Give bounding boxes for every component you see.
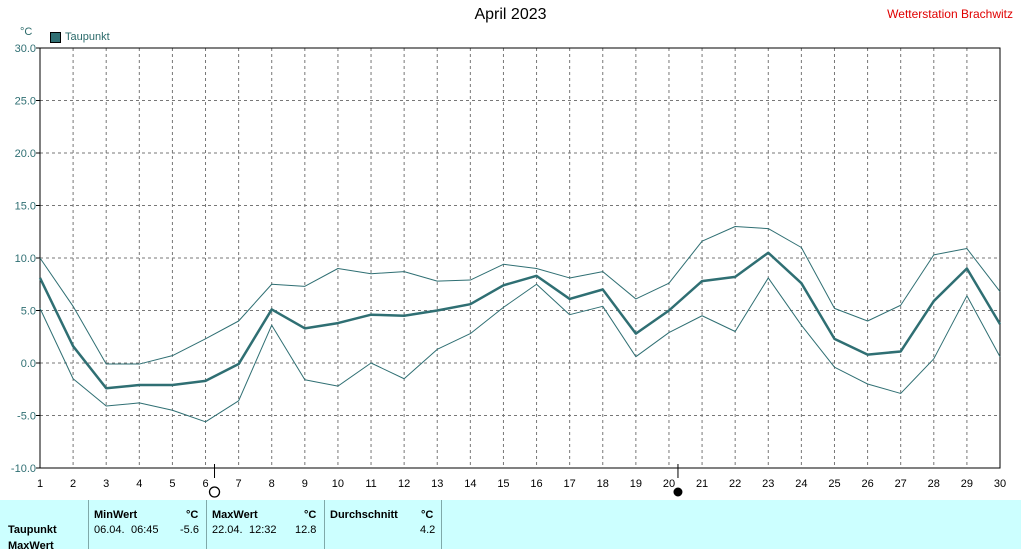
stats-divider bbox=[324, 500, 325, 549]
x-tick-label: 4 bbox=[136, 478, 142, 490]
x-tick-label: 30 bbox=[994, 478, 1006, 490]
station-name: Wetterstation Brachwitz bbox=[887, 7, 1013, 21]
max-unit: °C bbox=[304, 509, 317, 521]
y-axis-unit: °C bbox=[20, 26, 33, 38]
x-tick-label: 13 bbox=[431, 478, 443, 490]
x-tick-label: 5 bbox=[169, 478, 175, 490]
x-tick-label: 9 bbox=[302, 478, 308, 490]
x-tick-label: 28 bbox=[928, 478, 940, 490]
min-value: -5.6 bbox=[180, 524, 199, 536]
x-tick-label: 29 bbox=[961, 478, 973, 490]
max-date: 22.04. bbox=[212, 524, 243, 536]
stats-divider bbox=[88, 500, 89, 549]
x-tick-label: 24 bbox=[795, 478, 807, 490]
y-tick-label: 30.0 bbox=[15, 43, 36, 55]
y-tick-label: 0.0 bbox=[21, 358, 36, 370]
new-moon-icon bbox=[673, 487, 683, 497]
x-tick-label: 2 bbox=[70, 478, 76, 490]
x-tick-label: 15 bbox=[497, 478, 509, 490]
avg-value: 4.2 bbox=[420, 524, 436, 536]
x-tick-label: 25 bbox=[828, 478, 840, 490]
legend-label: Taupunkt bbox=[65, 31, 110, 43]
x-tick-label: 16 bbox=[530, 478, 542, 490]
min-date: 06.04. bbox=[94, 524, 125, 536]
x-tick-label: 11 bbox=[365, 478, 376, 490]
x-tick-label: 23 bbox=[762, 478, 774, 490]
stats-row-label: Taupunkt bbox=[8, 524, 57, 536]
x-tick-label: 27 bbox=[895, 478, 907, 490]
stats-table: Taupunkt MaxWert MinWert °C 06.04. 06:45… bbox=[0, 500, 1021, 552]
min-unit: °C bbox=[186, 509, 199, 521]
x-tick-label: 3 bbox=[103, 478, 109, 490]
y-tick-label: 10.0 bbox=[15, 253, 36, 265]
max-header: MaxWert bbox=[212, 509, 258, 521]
stats-row-label: MaxWert bbox=[8, 540, 54, 552]
y-tick-label: 25.0 bbox=[15, 96, 36, 108]
dewpoint-chart: -10.0-5.00.05.010.015.020.025.030.01 2 3 4 5… bbox=[11, 43, 1006, 498]
x-tick-label: 20 bbox=[663, 478, 675, 490]
y-tick-label: -10.0 bbox=[11, 463, 36, 475]
x-tick-label: 8 bbox=[269, 478, 275, 490]
x-tick-label: 6 bbox=[202, 478, 208, 490]
stats-divider bbox=[206, 500, 207, 549]
max-time: 12:32 bbox=[249, 524, 277, 536]
avg-header: Durchschnitt bbox=[330, 509, 398, 521]
series-line-min bbox=[39, 277, 1001, 423]
y-tick-label: 20.0 bbox=[15, 148, 36, 160]
y-tick-label: 5.0 bbox=[21, 306, 36, 318]
legend-swatch bbox=[50, 31, 61, 43]
chart-title: April 2023 bbox=[474, 6, 547, 23]
avg-unit: °C bbox=[421, 509, 434, 521]
full-moon-icon bbox=[208, 486, 221, 498]
x-tick-label: 17 bbox=[564, 478, 576, 490]
x-tick-label: 21 bbox=[696, 478, 708, 490]
min-time: 06:45 bbox=[131, 524, 159, 536]
series-line-max bbox=[39, 226, 1001, 365]
legend: Taupunkt bbox=[50, 31, 110, 43]
y-tick-label: 15.0 bbox=[15, 201, 36, 213]
x-tick-label: 14 bbox=[464, 478, 476, 490]
min-header: MinWert bbox=[94, 509, 138, 521]
x-tick-label: 1 bbox=[37, 478, 43, 490]
x-tick-label: 22 bbox=[729, 478, 741, 490]
x-tick-label: 7 bbox=[236, 478, 242, 490]
x-tick-label: 10 bbox=[332, 478, 344, 490]
x-tick-label: 26 bbox=[861, 478, 873, 490]
x-tick-label: 12 bbox=[398, 478, 410, 490]
y-tick-label: -5.0 bbox=[17, 411, 36, 423]
x-tick-label: 18 bbox=[597, 478, 609, 490]
x-tick-label: 19 bbox=[630, 478, 642, 490]
series-line-taupunkt bbox=[38, 251, 1002, 390]
max-value: 12.8 bbox=[295, 524, 317, 536]
stats-divider bbox=[441, 500, 442, 549]
